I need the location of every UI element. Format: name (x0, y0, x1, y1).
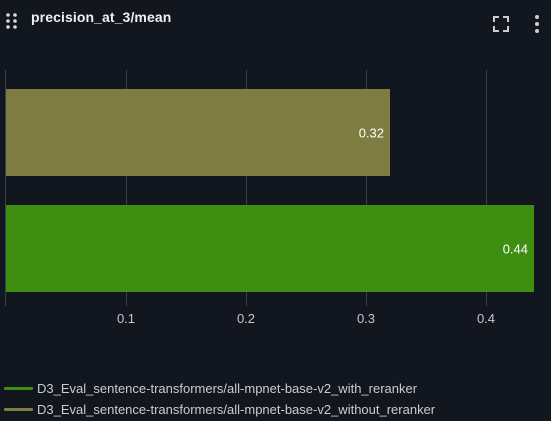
chart-legend: D3_Eval_sentence-transformers/all-mpnet-… (0, 378, 551, 420)
x-tick-label: 0.2 (237, 311, 255, 326)
legend-item[interactable]: D3_Eval_sentence-transformers/all-mpnet-… (0, 378, 551, 399)
x-tick-label: 0.1 (117, 311, 135, 326)
bar-value-label: 0.32 (359, 126, 384, 141)
legend-swatch (4, 408, 33, 411)
legend-label: D3_Eval_sentence-transformers/all-mpnet-… (37, 402, 435, 417)
legend-item[interactable]: D3_Eval_sentence-transformers/all-mpnet-… (0, 399, 551, 420)
x-tick-label: 0.4 (477, 311, 495, 326)
bar (6, 89, 390, 176)
bar (6, 205, 534, 292)
legend-swatch (4, 387, 33, 390)
bar-value-label: 0.44 (503, 242, 528, 257)
bar-chart: 0.32 0.44 0.1 0.2 0.3 0.4 (0, 0, 551, 360)
legend-label: D3_Eval_sentence-transformers/all-mpnet-… (37, 381, 417, 396)
x-tick-label: 0.3 (357, 311, 375, 326)
